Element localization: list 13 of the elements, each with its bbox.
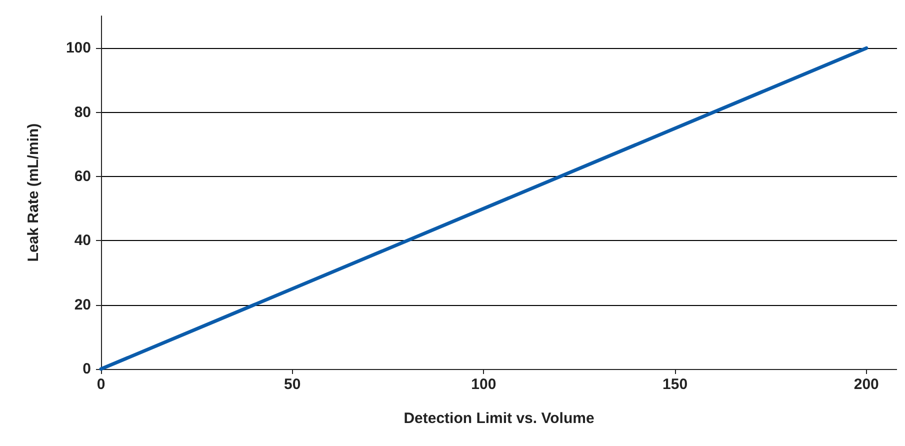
y-axis-title: Leak Rate (mL/min) <box>25 123 42 262</box>
x-tick-label: 150 <box>662 376 688 393</box>
x-tick-label: 100 <box>471 376 496 393</box>
y-tick-label: 40 <box>74 232 91 250</box>
y-tick-label: 0 <box>82 360 91 378</box>
x-tick-label: 0 <box>96 376 106 393</box>
y-tick-label: 80 <box>74 104 91 121</box>
x-tick-label: 200 <box>854 376 879 393</box>
y-tick-label: 100 <box>66 40 91 57</box>
y-tick-label: 60 <box>74 168 91 185</box>
x-axis-title: Detection Limit vs. Volume <box>404 410 594 427</box>
x-tick-label: 50 <box>284 376 301 393</box>
y-tick-label: 20 <box>74 296 91 314</box>
